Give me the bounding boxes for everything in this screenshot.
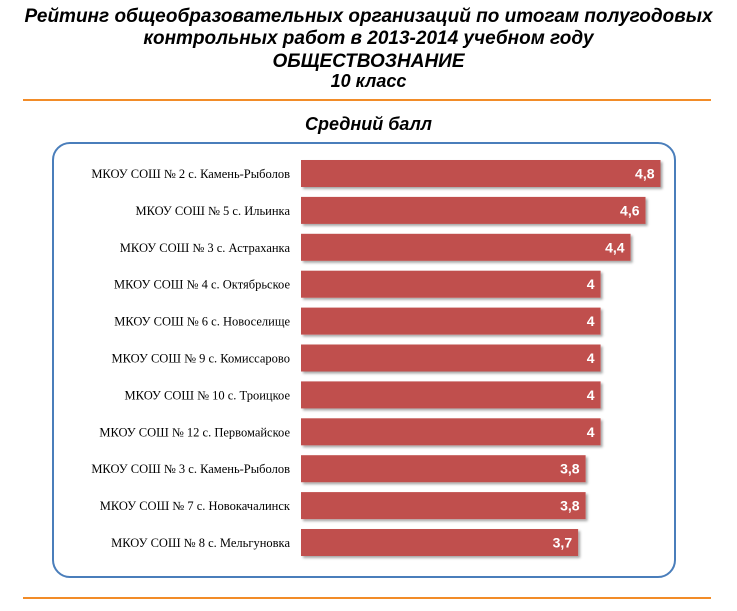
category-label-8: МКОУ СОШ № 12 с. Первомайское xyxy=(99,425,290,439)
bar-10 xyxy=(301,492,586,520)
bar-4 xyxy=(301,270,601,298)
bar-11 xyxy=(301,529,579,556)
value-label-8: 4 xyxy=(587,424,595,440)
value-label-3: 4,4 xyxy=(605,239,625,255)
bar-6 xyxy=(301,344,601,372)
category-label-2: МКОУ СОШ № 5 с. Ильинка xyxy=(135,204,290,218)
header: Рейтинг общеобразовательных организаций … xyxy=(0,6,737,90)
chart-title: Средний балл xyxy=(305,114,432,134)
category-label-7: МКОУ СОШ № 10 с. Троицкое xyxy=(125,388,291,402)
value-label-5: 4 xyxy=(587,313,595,329)
grade-label: 10 класс xyxy=(330,71,407,91)
bar-8 xyxy=(301,418,601,446)
category-label-9: МКОУ СОШ № 3 с. Камень-Рыболов xyxy=(91,462,290,476)
title-line-2: контрольных работ в 2013-2014 учебном го… xyxy=(143,28,594,49)
value-label-10: 3,8 xyxy=(560,498,580,514)
category-label-4: МКОУ СОШ № 4 с. Октябрьское xyxy=(114,278,290,292)
category-label-6: МКОУ СОШ № 9 с. Комиссарово xyxy=(112,352,290,366)
category-label-5: МКОУ СОШ № 6 с. Новоселище xyxy=(114,315,290,329)
value-label-6: 4 xyxy=(587,350,595,366)
value-label-2: 4,6 xyxy=(620,202,640,218)
value-label-4: 4 xyxy=(587,276,595,292)
category-label-10: МКОУ СОШ № 7 с. Новокачалинск xyxy=(100,499,291,513)
category-label-3: МКОУ СОШ № 3 с. Астраханка xyxy=(120,241,291,255)
value-label-7: 4 xyxy=(587,387,595,403)
bar-9 xyxy=(301,455,586,483)
bar-3 xyxy=(301,233,631,261)
bottom-divider xyxy=(23,597,711,599)
value-label-11: 3,7 xyxy=(553,535,573,551)
title-line-1: Рейтинг общеобразовательных организаций … xyxy=(24,6,713,27)
subject-title: ОБЩЕСТВОЗНАНИЕ xyxy=(272,51,465,72)
category-label-1: МКОУ СОШ № 2 с. Камень-Рыболов xyxy=(91,167,290,181)
top-divider xyxy=(23,99,711,101)
bar-7 xyxy=(301,381,601,409)
bar-2 xyxy=(301,196,646,224)
value-label-1: 4,8 xyxy=(635,166,655,182)
category-label-11: МКОУ СОШ № 8 с. Мельгуновка xyxy=(111,536,290,550)
bar-5 xyxy=(301,307,601,335)
value-label-9: 3,8 xyxy=(560,461,580,477)
bar-1 xyxy=(301,160,661,187)
